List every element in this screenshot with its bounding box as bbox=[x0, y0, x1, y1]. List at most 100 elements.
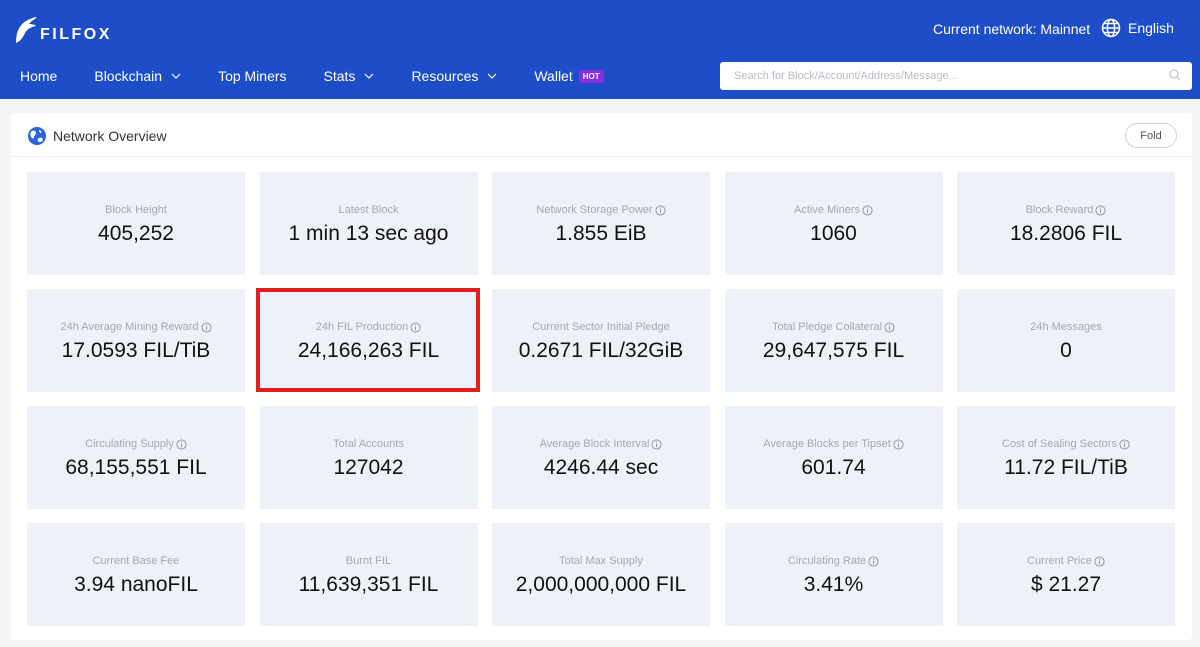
stat-value: 601.74 bbox=[801, 456, 866, 479]
stat-label-text: Cost of Sealing Sectors bbox=[1002, 438, 1117, 450]
nav-blockchain[interactable]: Blockchain bbox=[94, 68, 181, 84]
info-icon[interactable] bbox=[1094, 555, 1105, 567]
stat-value: $ 21.27 bbox=[1030, 573, 1102, 596]
stat-label: Latest Block bbox=[260, 204, 478, 216]
chevron-down-icon bbox=[171, 73, 181, 79]
fox-logo-icon bbox=[16, 17, 37, 43]
search-input[interactable] bbox=[720, 62, 1192, 90]
search-icon[interactable] bbox=[1169, 69, 1181, 81]
stat-label: Current Price bbox=[957, 555, 1175, 567]
stat-card: Active Miners 1060 bbox=[724, 172, 943, 275]
stat-label-text: Block Height bbox=[105, 204, 167, 216]
info-icon[interactable] bbox=[200, 321, 212, 333]
stat-card: Block Height 405,252 bbox=[27, 172, 245, 275]
nav-resources[interactable]: Resources bbox=[411, 68, 497, 84]
info-icon[interactable] bbox=[884, 321, 895, 333]
stat-label: Cost of Sealing Sectors bbox=[957, 438, 1175, 450]
stat-card: Total Accounts 127042 bbox=[259, 406, 478, 509]
stat-label: Average Blocks per Tipset bbox=[725, 438, 943, 450]
chevron-down-icon bbox=[487, 73, 497, 79]
stats-grid: Block Height 405,252 Latest Block 1 min 13 … bbox=[27, 172, 1175, 626]
stat-card: Network Storage Power 1.855 EiB bbox=[492, 172, 710, 275]
stat-label: Block Reward bbox=[957, 204, 1175, 216]
stat-card: Current Price $ 21.27 bbox=[957, 523, 1175, 626]
stat-card: Latest Block 1 min 13 sec ago bbox=[259, 172, 478, 275]
info-icon[interactable] bbox=[410, 321, 421, 333]
nav-label: Top Miners bbox=[218, 68, 287, 84]
info-icon[interactable] bbox=[176, 438, 187, 450]
nav-stats[interactable]: Stats bbox=[324, 68, 375, 84]
stat-value: 1060 bbox=[810, 222, 857, 245]
nav-label: Blockchain bbox=[94, 68, 163, 84]
stat-label-text: Block Reward bbox=[1025, 204, 1094, 216]
stat-label-text: 24h Average Mining Reward bbox=[60, 321, 199, 333]
stat-value: 3.41% bbox=[803, 573, 864, 596]
info-icon[interactable] bbox=[862, 204, 873, 216]
stat-label: 24h Average Mining Reward bbox=[27, 321, 245, 333]
info-icon[interactable] bbox=[868, 555, 879, 567]
nav-label: Stats bbox=[323, 68, 356, 84]
stat-value: 11,639,351 FIL bbox=[298, 573, 439, 596]
filfox-logo[interactable]: FILFOX bbox=[12, 14, 112, 46]
info-icon[interactable] bbox=[655, 204, 666, 216]
stat-label: 24h Messages bbox=[957, 321, 1175, 333]
stat-label: Total Max Supply bbox=[492, 555, 710, 567]
language-selector[interactable]: English bbox=[1101, 18, 1174, 38]
search-box bbox=[720, 62, 1192, 90]
stat-label-text: Total Pledge Collateral bbox=[771, 321, 883, 333]
stat-label: Current Base Fee bbox=[27, 555, 245, 567]
stat-label: Burnt FIL bbox=[260, 555, 478, 567]
stat-label-text: Network Storage Power bbox=[536, 204, 653, 216]
nav-wallet[interactable]: Wallet HOT bbox=[534, 68, 604, 84]
info-icon[interactable] bbox=[1095, 204, 1106, 216]
stat-card: Average Blocks per Tipset 601.74 bbox=[724, 406, 943, 509]
nav-label: Wallet bbox=[534, 68, 573, 84]
stat-label: Circulating Rate bbox=[725, 555, 943, 567]
stat-label-text: Current Base Fee bbox=[92, 555, 180, 567]
stat-card: Average Block Interval 4246.44 sec bbox=[492, 406, 710, 509]
stat-label: Network Storage Power bbox=[492, 204, 710, 216]
fold-button[interactable]: Fold bbox=[1125, 123, 1177, 148]
stat-value: 127042 bbox=[333, 456, 404, 479]
stat-label: Average Block Interval bbox=[492, 438, 710, 450]
nav-home[interactable]: Home bbox=[20, 68, 57, 84]
stat-label-text: Circulating Rate bbox=[787, 555, 867, 567]
stat-value: 405,252 bbox=[98, 222, 174, 245]
stat-card: Circulating Rate 3.41% bbox=[724, 523, 943, 626]
stat-label-text: Current Price bbox=[1027, 555, 1092, 567]
stat-card: Current Sector Initial Pledge 0.2671 FIL/… bbox=[492, 289, 710, 392]
stat-card: Total Max Supply 2,000,000,000 FIL bbox=[492, 523, 710, 626]
stat-label-text: Total Max Supply bbox=[559, 555, 643, 567]
stat-label-text: 24h FIL Production bbox=[315, 321, 409, 333]
stat-label: 24h FIL Production bbox=[260, 321, 478, 333]
nav-label: Resources bbox=[411, 68, 479, 84]
stat-label: Total Pledge Collateral bbox=[725, 321, 943, 333]
info-icon[interactable] bbox=[1119, 438, 1130, 450]
info-icon[interactable] bbox=[651, 438, 662, 450]
stat-label-text: Circulating Supply bbox=[85, 438, 174, 450]
stat-value: 68,155,551 FIL bbox=[65, 456, 207, 479]
current-network: Current network: Mainnet bbox=[933, 21, 1091, 37]
panel-title: Network Overview bbox=[27, 126, 167, 146]
stat-label: Circulating Supply bbox=[27, 438, 245, 450]
globe-icon bbox=[1101, 18, 1121, 38]
stat-value: 29,647,575 FIL bbox=[762, 339, 905, 362]
info-icon[interactable] bbox=[893, 438, 904, 450]
stat-card: Block Reward 18.2806 FIL bbox=[957, 172, 1175, 275]
hot-badge: HOT bbox=[578, 69, 604, 83]
top-header: FILFOX Current network: Mainnet English … bbox=[0, 0, 1200, 99]
language-label: English bbox=[1128, 20, 1174, 36]
panel-title-text: Network Overview bbox=[53, 128, 167, 144]
stat-label: Block Height bbox=[27, 204, 245, 216]
stat-value: 17.0593 FIL/TiB bbox=[61, 339, 211, 362]
stat-value: 3.94 nanoFIL bbox=[74, 573, 198, 596]
earth-icon bbox=[28, 127, 46, 145]
network-overview-panel: Network Overview Fold Block Height 405,25… bbox=[11, 113, 1192, 640]
stat-card: Cost of Sealing Sectors 11.72 FIL/TiB bbox=[957, 406, 1175, 509]
stat-value: 18.2806 FIL bbox=[1009, 222, 1123, 245]
stat-card: 24h FIL Production 24,166,263 FIL bbox=[259, 289, 478, 392]
panel-header: Network Overview Fold bbox=[11, 113, 1192, 157]
stat-label-text: Active Miners bbox=[793, 204, 861, 216]
nav-top-miners[interactable]: Top Miners bbox=[218, 68, 286, 84]
stat-value: 0.2671 FIL/32GiB bbox=[518, 339, 684, 362]
